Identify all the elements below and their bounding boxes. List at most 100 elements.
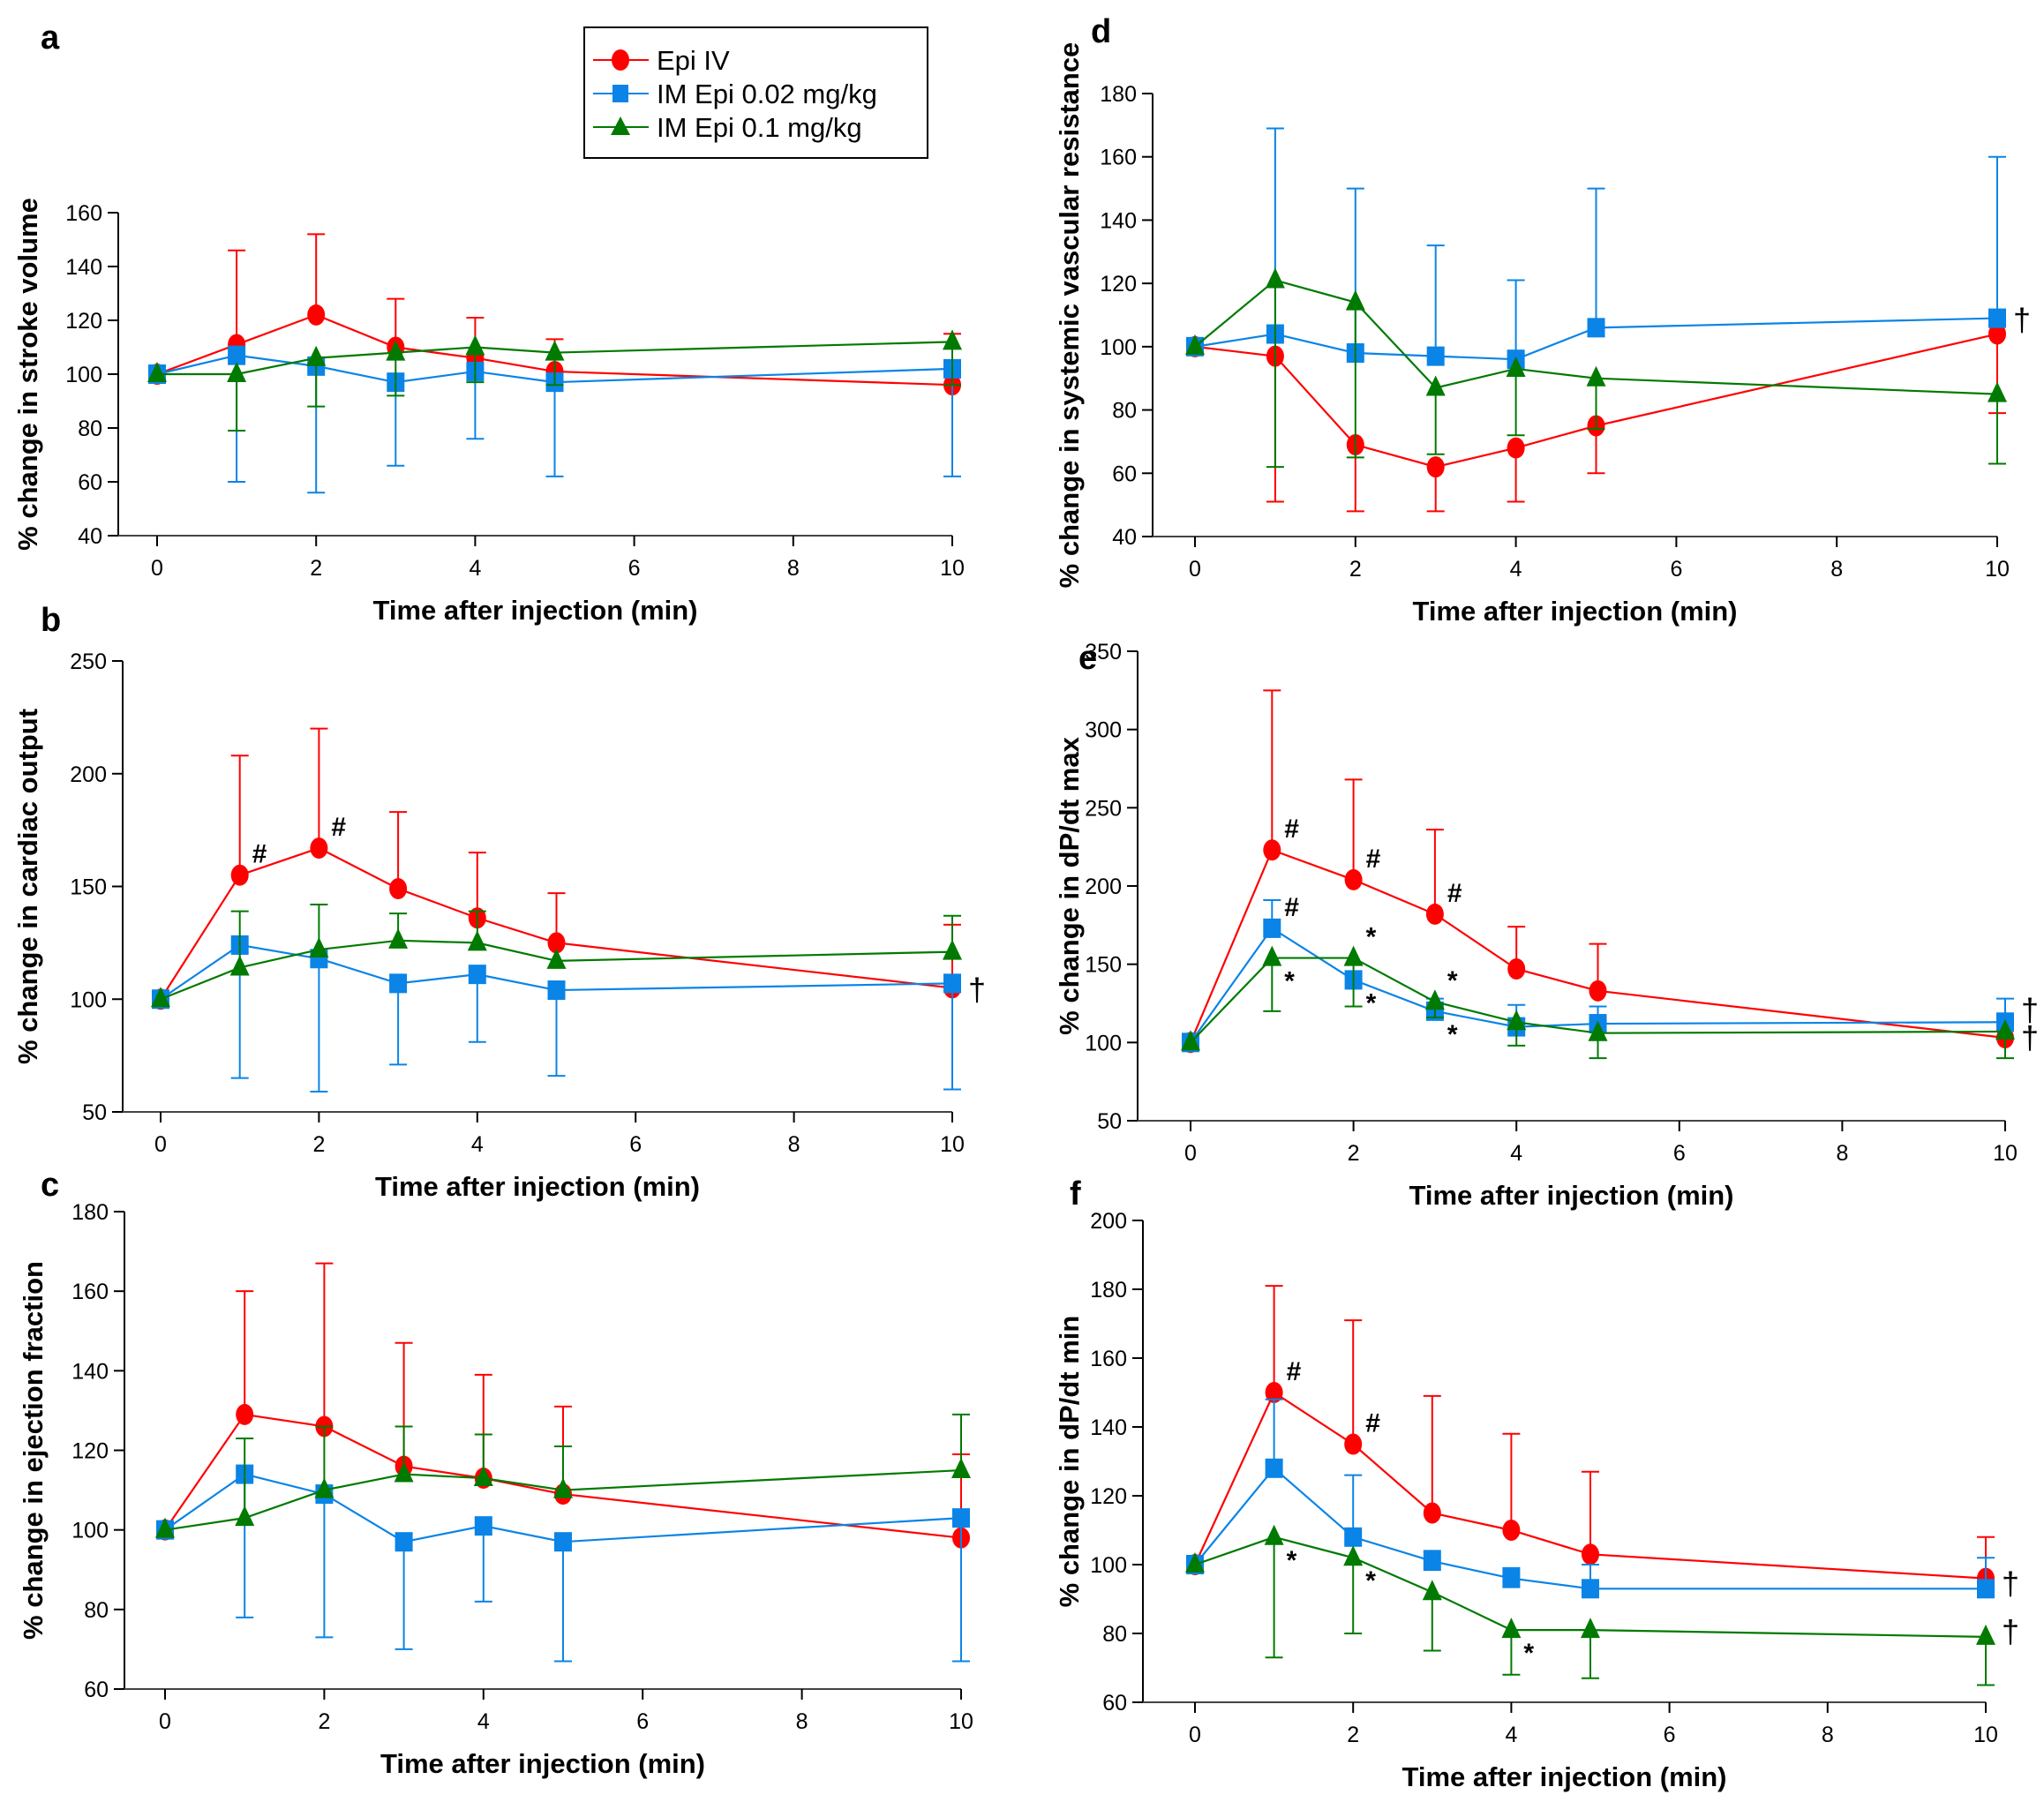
data-point — [467, 930, 487, 951]
data-point — [1426, 456, 1445, 478]
y-tick-label: 100 — [1100, 335, 1137, 360]
legend-marker-square — [612, 85, 628, 102]
x-tick-label: 4 — [1505, 1723, 1517, 1747]
data-point — [307, 304, 326, 326]
data-point — [395, 1532, 413, 1552]
x-tick-label: 8 — [1822, 1723, 1834, 1747]
data-point — [1262, 945, 1282, 966]
data-point — [1507, 957, 1526, 980]
data-point — [389, 973, 408, 994]
data-point — [1507, 1010, 1527, 1031]
significance-marker: # — [1284, 893, 1299, 922]
data-point — [1581, 1618, 1600, 1639]
data-point — [1424, 989, 1445, 1010]
significance-marker: # — [252, 840, 267, 869]
data-point — [1582, 1579, 1599, 1599]
x-tick-label: 10 — [940, 1132, 965, 1157]
y-tick-label: 150 — [1085, 953, 1122, 978]
significance-marker: * — [1447, 966, 1458, 995]
legend-label: IM Epi 0.1 mg/kg — [657, 112, 862, 143]
y-tick-label: 150 — [70, 875, 107, 900]
series-epi-iv — [1186, 1285, 1995, 1589]
data-point — [952, 1508, 970, 1528]
x-tick-label: 0 — [159, 1709, 171, 1734]
legend-label: Epi IV — [657, 45, 730, 76]
y-tick-label: 80 — [1112, 399, 1137, 424]
data-point — [1181, 1030, 1200, 1051]
data-point — [1265, 1458, 1283, 1478]
y-tick-label: 140 — [71, 1359, 109, 1384]
data-point — [1988, 308, 2006, 328]
significance-marker: # — [1447, 879, 1462, 908]
x-tick-label: 8 — [787, 556, 800, 581]
y-tick-label: 80 — [78, 417, 102, 441]
data-point — [1423, 1502, 1441, 1524]
data-point — [951, 1458, 971, 1479]
significance-marker: # — [1365, 1409, 1380, 1438]
panel-b: b 50 100 150 200 250 0 2 4 6 8 10 Time after injecti… — [12, 602, 986, 1202]
significance-marker: † — [968, 971, 986, 1007]
y-tick-label: 80 — [84, 1598, 109, 1623]
data-point — [1422, 1580, 1442, 1601]
data-point — [155, 1517, 175, 1538]
series-im-epi-0-02-mg-kg — [1186, 127, 2006, 370]
data-point — [1506, 356, 1526, 377]
y-axis-title: % change in dP/dt max — [1054, 736, 1085, 1034]
data-point — [388, 927, 409, 949]
significance-marker: # — [1284, 815, 1299, 844]
significance-marker: # — [1366, 845, 1381, 874]
data-point — [943, 939, 962, 960]
panel-letter: b — [41, 602, 61, 639]
x-tick-label: 2 — [312, 1132, 325, 1157]
y-tick-label: 80 — [1102, 1622, 1127, 1647]
x-tick-label: 0 — [1189, 557, 1201, 582]
x-tick-label: 4 — [1510, 557, 1522, 582]
x-tick-label: 4 — [477, 1709, 490, 1734]
panel-letter: d — [1091, 13, 1111, 50]
series-im-epi-0-1-mg-kg — [1181, 945, 2015, 1060]
data-point — [1265, 1382, 1283, 1403]
x-tick-label: 6 — [636, 1709, 649, 1734]
legend-entry: IM Epi 0.02 mg/kg — [593, 79, 877, 109]
significance-marker: * — [1366, 923, 1377, 952]
data-point — [1185, 1552, 1205, 1573]
data-point — [1502, 1520, 1521, 1541]
x-tick-label: 0 — [154, 1132, 167, 1157]
data-point — [1264, 1524, 1284, 1545]
data-point — [235, 1505, 255, 1527]
x-tick-label: 2 — [318, 1709, 330, 1734]
legend-label: IM Epi 0.02 mg/kg — [657, 79, 877, 109]
panel-d: d 40 60 80 100 120 140 160 180 0 2 4 6 8 10 Time after … — [1054, 13, 2031, 627]
data-point — [553, 1477, 573, 1498]
data-point — [1502, 1568, 1521, 1588]
data-point — [386, 340, 406, 361]
y-axis-title: % change in dP/dt min — [1054, 1316, 1085, 1608]
y-tick-label: 300 — [1085, 718, 1122, 743]
data-point — [1587, 318, 1605, 338]
significance-marker: * — [1365, 1566, 1376, 1596]
panel-c: c 60 80 100 120 140 160 180 0 2 4 6 8 10 Time after in… — [18, 1167, 973, 1779]
significance-marker: † — [2013, 302, 2031, 338]
y-axis-title: % change in stroke volume — [12, 198, 43, 551]
x-tick-label: 0 — [1184, 1141, 1197, 1166]
data-point — [310, 837, 328, 860]
y-tick-label: 40 — [1112, 525, 1137, 550]
significance-marker: † — [2002, 1565, 2019, 1602]
x-tick-label: 4 — [471, 1132, 484, 1157]
panel-letter: a — [41, 19, 60, 56]
y-axis-title: % change in cardiac output — [12, 709, 43, 1064]
significance-marker: † — [2021, 991, 2039, 1027]
y-axis-title: % change in systemic vascular resistance — [1054, 42, 1085, 589]
significance-marker: † — [2021, 1019, 2039, 1055]
panel-f: f 60 80 100 120 140 160 180 200 0 2 4 6 8 10 Time after… — [1054, 1175, 2019, 1792]
y-tick-label: 250 — [70, 649, 107, 674]
y-tick-label: 100 — [70, 987, 107, 1012]
data-point — [1995, 1018, 2015, 1040]
y-tick-label: 180 — [1100, 82, 1137, 107]
x-tick-label: 6 — [1664, 1723, 1676, 1747]
data-point — [394, 1461, 414, 1483]
data-point — [147, 362, 167, 382]
legend-marker-triangle — [611, 116, 630, 135]
x-tick-label: 6 — [1670, 557, 1682, 582]
